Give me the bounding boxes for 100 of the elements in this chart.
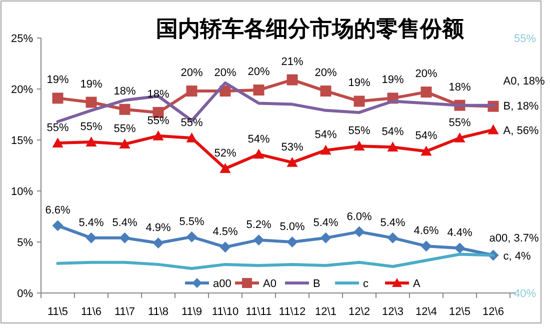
data-label: 20% — [214, 67, 236, 80]
annotation: 55% — [147, 114, 170, 127]
y2-tick-label: 55% — [514, 33, 536, 45]
point — [286, 156, 298, 167]
annotation: 54% — [314, 129, 337, 142]
point — [86, 136, 97, 146]
x-tick-label: 12\2 — [348, 306, 370, 318]
point — [186, 231, 198, 242]
point — [186, 132, 198, 142]
point — [119, 104, 130, 115]
x-tick-label: 11\5 — [47, 306, 68, 318]
point — [420, 146, 432, 156]
x-tick-label: 12\1 — [315, 306, 336, 318]
data-label: 19% — [46, 74, 69, 86]
point — [320, 86, 332, 97]
data-label: 4.4% — [447, 227, 472, 240]
annotation: 53% — [281, 141, 304, 154]
y-tick-label: 10% — [10, 186, 34, 198]
data-label: B, 18% — [503, 100, 539, 112]
data-label: 5.0% — [280, 221, 305, 233]
point — [354, 96, 365, 107]
y-tick-label: 0% — [17, 288, 34, 300]
x-tick-label: 11\11 — [246, 306, 272, 318]
point — [86, 232, 97, 244]
data-label: 21% — [281, 56, 304, 68]
point — [52, 220, 64, 232]
point — [119, 232, 130, 244]
data-label: 18% — [448, 81, 471, 94]
point — [320, 232, 332, 244]
data-label: 20% — [415, 68, 438, 80]
point — [119, 138, 130, 148]
data-label: 5.4% — [78, 216, 104, 229]
annotation: 55% — [80, 121, 102, 134]
annotation: 54% — [415, 130, 438, 142]
point — [387, 142, 398, 152]
point — [354, 226, 365, 238]
annotation: 55% — [46, 122, 69, 134]
data-label: 20% — [180, 67, 203, 80]
y2-tick-label: 40% — [514, 288, 536, 300]
point — [387, 232, 398, 244]
x-tick-label: 11\8 — [148, 306, 169, 318]
y-tick-label: 15% — [10, 135, 34, 147]
x-tick-label: 11\6 — [80, 306, 102, 318]
point — [454, 242, 466, 254]
point — [52, 138, 64, 148]
annotation: A, 56% — [503, 124, 539, 137]
annotation: 55% — [348, 125, 370, 138]
point — [420, 240, 432, 252]
data-label: 6.0% — [346, 210, 372, 223]
annotation: 55% — [448, 116, 471, 129]
point — [286, 236, 298, 248]
data-label: 20% — [248, 66, 270, 78]
y-tick-label: 5% — [17, 237, 34, 249]
point — [420, 86, 432, 98]
data-label: 4.5% — [212, 226, 238, 238]
data-label: 5.4% — [112, 216, 138, 229]
y-tick-label: 25% — [10, 33, 34, 45]
point — [286, 74, 298, 86]
point — [488, 124, 499, 134]
data-label: 5.2% — [246, 218, 272, 231]
x-tick-label: 12\4 — [416, 306, 437, 318]
y-tick-label: 20% — [10, 84, 34, 96]
x-tick-label: 12\3 — [382, 306, 404, 318]
point — [152, 238, 164, 249]
annotation: 54% — [382, 126, 404, 138]
legend-label: c — [363, 278, 369, 290]
data-label: 5.5% — [179, 216, 204, 228]
x-tick-label: 11\9 — [181, 306, 202, 318]
point — [253, 148, 264, 159]
legend-label: A — [413, 278, 421, 290]
data-label: c, 4% — [503, 250, 531, 262]
data-label: 4.6% — [414, 225, 439, 238]
point — [354, 140, 365, 151]
x-tick-label: 11\10 — [212, 306, 239, 318]
data-label: A0, 18% — [503, 75, 546, 88]
data-label: 4.9% — [146, 222, 171, 234]
point — [220, 163, 231, 173]
data-label: 6.6% — [45, 204, 70, 217]
annotation: 55% — [180, 116, 203, 129]
data-label: 5.4% — [313, 216, 338, 229]
data-label: 19% — [348, 77, 370, 90]
x-tick-label: 12\6 — [482, 306, 504, 318]
point — [253, 84, 264, 96]
point — [52, 92, 64, 104]
legend-label: A0 — [263, 278, 276, 290]
x-tick-label: 12\5 — [449, 306, 470, 318]
x-tick-label: 11\12 — [278, 306, 306, 318]
point — [320, 144, 332, 155]
chart-title: 国内轿车各细分市场的零售份额 — [156, 16, 465, 41]
data-label: 5.4% — [380, 216, 406, 229]
point — [186, 86, 198, 97]
point — [86, 96, 97, 108]
annotation: 54% — [248, 133, 270, 146]
point — [253, 234, 264, 246]
data-label: 19% — [80, 78, 102, 90]
point — [454, 132, 466, 142]
x-tick-label: 11\7 — [114, 306, 136, 318]
data-label: a00, 3.7% — [489, 232, 540, 244]
data-label: 19% — [382, 74, 404, 86]
point — [152, 130, 164, 140]
